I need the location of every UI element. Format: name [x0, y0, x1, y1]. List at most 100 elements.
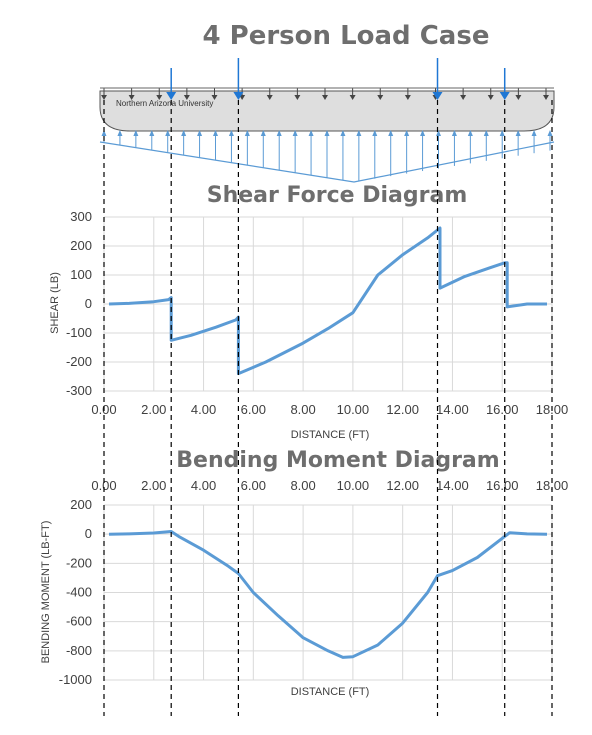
reaction-arrow-head — [499, 130, 505, 136]
moment-x-tick-label: 12.00 — [386, 478, 419, 493]
reaction-arrow-head — [133, 130, 139, 136]
shear-x-tick-label: 12.00 — [386, 402, 419, 417]
moment-y-tick-label: -200 — [66, 555, 92, 570]
reaction-arrow-head — [531, 130, 537, 136]
beam-diagram: Northern Arizona University — [99, 58, 555, 183]
main-title: 4 Person Load Case — [203, 21, 490, 51]
moment-x-tick-label: 6.00 — [241, 478, 266, 493]
shear-x-tick-label: 6.00 — [241, 402, 266, 417]
shear-x-tick-label: 10.00 — [337, 402, 370, 417]
shear-y-tick-label: 200 — [70, 238, 92, 253]
moment-x-tick-label: 18.00 — [536, 478, 569, 493]
moment-x-tick-label: 8.00 — [290, 478, 315, 493]
distributed-load-arrow-head — [266, 95, 273, 100]
shear-x-tick-label: 4.00 — [191, 402, 216, 417]
reaction-arrow-head — [467, 130, 473, 136]
moment-chart: Bending Moment Diagram 200 0 -200 -400 -600 -… — [40, 448, 568, 698]
reaction-arrow-head — [340, 130, 346, 136]
reaction-arrow-head — [197, 130, 203, 136]
reaction-arrow-head — [547, 130, 553, 136]
distributed-load-arrow-head — [101, 95, 107, 100]
distributed-load-arrow-head — [322, 95, 328, 100]
reaction-arrow-head — [356, 130, 362, 136]
distributed-load-arrow-head — [543, 95, 549, 100]
moment-x-tick-label: 16.00 — [486, 478, 519, 493]
moment-y-axis-label: BENDING MOMENT (LB-FT) — [40, 521, 52, 664]
distributed-load-arrow-head — [349, 95, 356, 100]
point-load-arrow-head — [499, 92, 510, 100]
shear-chart-title: Shear Force Diagram — [207, 183, 468, 208]
shear-x-tick-labels: 0.00 2.00 4.00 6.00 8.00 10.00 12.00 14.00 16.00… — [91, 402, 568, 417]
point-load-arrows — [166, 58, 510, 100]
point-load-arrow-head — [166, 92, 177, 100]
point-load-arrow-head — [233, 92, 244, 100]
reaction-arrow-head — [228, 130, 234, 136]
reaction-distribution-outline — [99, 141, 555, 183]
load-position-guides — [103, 100, 553, 716]
reaction-arrow-head — [213, 130, 218, 136]
shear-y-tick-label: 100 — [70, 267, 92, 282]
shear-y-axis-label: SHEAR (LB) — [49, 272, 61, 334]
moment-y-tick-labels: 200 0 -200 -400 -600 -800 -1000 — [59, 497, 92, 687]
moment-y-tick-label: -400 — [66, 585, 92, 600]
shear-y-tick-labels: 300 200 100 0 -100 -200 -300 — [66, 209, 92, 398]
reaction-arrow-head — [404, 130, 410, 136]
shear-x-tick-label: 2.00 — [141, 402, 166, 417]
shear-gridlines — [103, 216, 553, 392]
moment-y-tick-label: -800 — [66, 643, 92, 658]
distributed-load-arrow-head — [377, 95, 384, 100]
shear-chart: Shear Force Diagram 300 200 100 0 -100 -200 -3… — [49, 183, 568, 441]
reaction-arrow-head — [372, 130, 378, 136]
reaction-arrow-head — [420, 130, 426, 136]
shear-y-tick-label: 0 — [85, 296, 92, 311]
distributed-load-arrow-head — [156, 95, 163, 100]
shear-y-tick-label: 300 — [70, 209, 92, 224]
reaction-arrow-head — [515, 130, 521, 136]
beam-label: Northern Arizona University — [116, 99, 213, 108]
moment-x-tick-labels: 0.00 2.00 4.00 6.00 8.00 10.00 12.00 14.00 16.00… — [91, 478, 568, 493]
moment-x-tick-label: 0.00 — [91, 478, 116, 493]
reaction-arrow-head — [181, 130, 187, 136]
reaction-arrow-head — [244, 130, 250, 136]
reaction-arrow-head — [149, 130, 155, 136]
reaction-arrow-head — [436, 130, 441, 136]
distributed-load-arrow-head — [183, 95, 190, 100]
reaction-arrow-head — [260, 130, 266, 136]
moment-x-tick-label: 14.00 — [436, 478, 469, 493]
shear-y-tick-label: -300 — [66, 383, 92, 398]
shear-x-tick-label: 14.00 — [436, 402, 469, 417]
shear-series-line — [108, 226, 547, 376]
distributed-load-arrow-head — [211, 95, 218, 100]
moment-x-axis-label: DISTANCE (FT) — [291, 686, 370, 698]
shear-y-tick-label: -100 — [66, 325, 92, 340]
moment-y-tick-label: -1000 — [59, 672, 92, 687]
reaction-arrow-head — [276, 130, 282, 136]
distributed-load-arrow-head — [404, 95, 411, 100]
reaction-arrow-head — [324, 130, 330, 136]
reaction-arrow-head — [101, 130, 107, 136]
distributed-load-arrows — [100, 87, 554, 100]
moment-series-line — [108, 530, 548, 659]
moment-x-tick-label: 10.00 — [337, 478, 370, 493]
reaction-arrows — [101, 130, 553, 182]
moment-x-tick-label: 4.00 — [191, 478, 216, 493]
reaction-arrow-head — [388, 130, 394, 136]
reaction-arrow-head — [483, 130, 489, 136]
reaction-arrow-head — [292, 130, 298, 136]
moment-chart-title: Bending Moment Diagram — [176, 448, 499, 473]
shear-x-tick-label: 16.00 — [486, 402, 519, 417]
shear-x-tick-label: 8.00 — [290, 402, 315, 417]
moment-y-tick-label: -600 — [66, 614, 92, 629]
distributed-load-arrow-head — [294, 95, 301, 100]
distributed-load-arrow-head — [487, 95, 494, 100]
reaction-arrow-head — [165, 130, 171, 136]
reaction-arrow-head — [117, 130, 123, 136]
distributed-load-arrow-head — [128, 95, 135, 100]
beam-body — [99, 90, 555, 132]
distributed-load-arrow-head — [515, 95, 522, 100]
moment-y-tick-label: 0 — [85, 526, 92, 541]
shear-x-axis-label: DISTANCE (FT) — [291, 429, 370, 441]
shear-y-tick-label: -200 — [66, 354, 92, 369]
moment-x-tick-label: 2.00 — [141, 478, 166, 493]
